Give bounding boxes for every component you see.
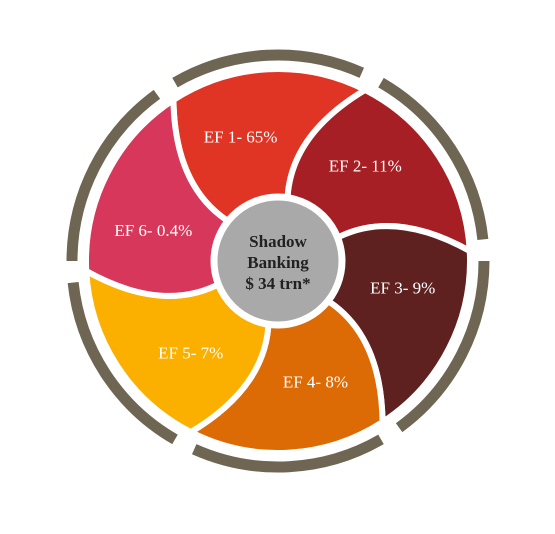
ring-arc xyxy=(395,260,490,433)
ring-arc xyxy=(191,434,384,473)
center-line: Banking xyxy=(247,253,309,272)
ring-arc xyxy=(66,89,161,262)
center-line: Shadow xyxy=(249,232,307,251)
ring-arc xyxy=(378,77,489,241)
segment-label: EF 5- 7% xyxy=(158,344,223,363)
segment-label: EF 6- 0.4% xyxy=(114,221,192,240)
center-circle xyxy=(210,193,346,329)
segment-label: EF 4- 8% xyxy=(283,372,348,391)
segment-label: EF 1- 65% xyxy=(204,127,278,146)
ring-arc xyxy=(67,281,178,445)
segment-label: EF 2- 11% xyxy=(329,156,402,175)
segments xyxy=(83,66,473,456)
segment-label: EF 3- 9% xyxy=(370,279,435,298)
ring-arc xyxy=(172,49,365,88)
outer-ring xyxy=(66,49,490,473)
center-line: $ 34 trn* xyxy=(245,274,310,293)
